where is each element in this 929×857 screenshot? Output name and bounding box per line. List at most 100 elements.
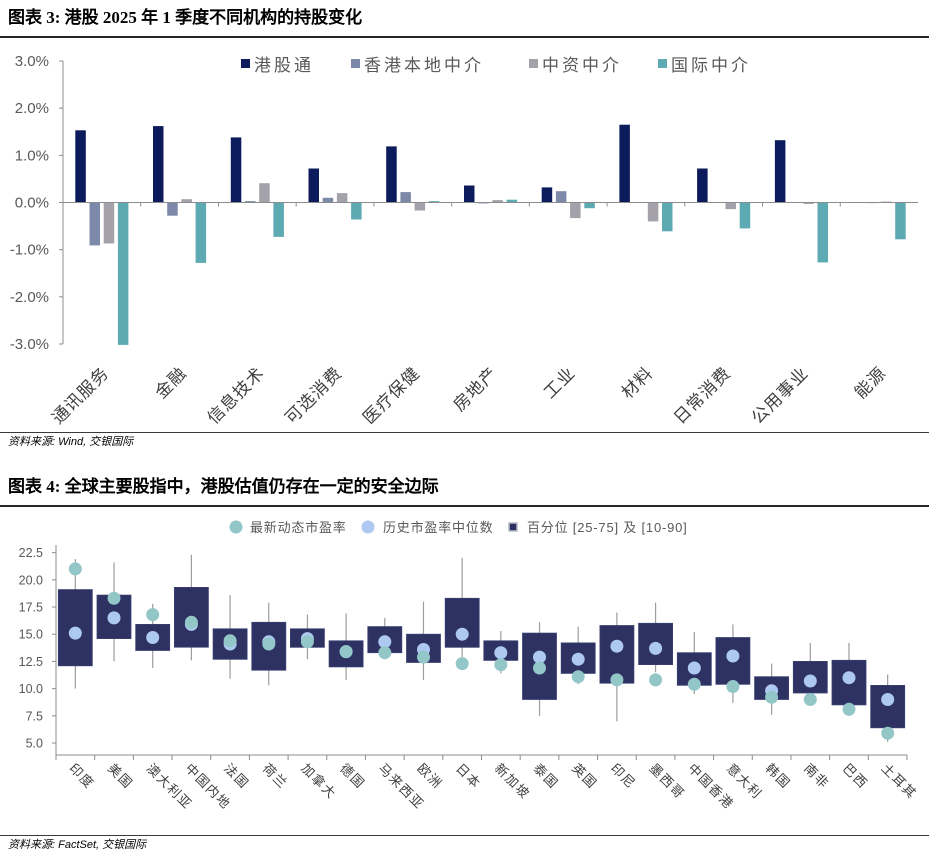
y-tick-label: 0.0% (15, 195, 49, 212)
figure-3-grouped-bar-chart: 港股通 香港本地中介 中资中介 国际中介 3.0% 2.0% 1.0% 0.0% -1.0% -2… (10, 53, 918, 428)
category-label: 可选消费 (282, 363, 346, 427)
bar (464, 185, 475, 203)
median-marker (494, 646, 508, 660)
median-marker (378, 635, 392, 649)
legend-swatch (529, 59, 538, 68)
y-tick-label: 12.5 (19, 655, 43, 669)
bar (117, 202, 129, 345)
figure-4-title-rule (0, 505, 929, 507)
legend-swatch (241, 59, 250, 68)
legend-label: 最新动态市盈率 (250, 520, 347, 535)
bar (351, 202, 362, 220)
y-tick-label: 20.0 (19, 573, 43, 587)
category-label: 能源 (851, 363, 890, 402)
bar (555, 191, 567, 203)
bar (75, 130, 86, 203)
bar (803, 202, 814, 204)
category-label: 新加坡 (492, 761, 533, 802)
category-label: 英国 (569, 761, 600, 792)
category-label: 房地产 (450, 363, 502, 415)
latest-marker (687, 677, 701, 691)
latest-marker (842, 702, 856, 716)
category-label: 材料 (618, 363, 657, 402)
category-label: 墨西哥 (646, 761, 687, 802)
latest-marker (262, 637, 276, 651)
legend-label: 香港本地中介 (364, 56, 484, 75)
bar (619, 124, 630, 203)
bar (428, 201, 440, 203)
y-tick-label: 7.5 (26, 709, 43, 723)
median-marker (455, 627, 469, 641)
legend-label: 国际中介 (671, 56, 751, 75)
box-25-75 (560, 642, 596, 674)
category-label: 日本 (453, 761, 484, 792)
bar (181, 199, 192, 203)
latest-marker (533, 661, 546, 675)
figure-4-title: 图表 4: 全球主要股指中，港股估值仍存在一定的安全边际 (8, 477, 439, 496)
latest-marker (726, 680, 740, 693)
figure-3-source-rule (0, 432, 929, 433)
category-label: 泰国 (530, 761, 561, 792)
bar (386, 146, 397, 203)
category-label: 通讯服务 (48, 363, 112, 427)
legend-median-marker (361, 520, 375, 534)
latest-marker (339, 645, 353, 659)
latest-marker (649, 673, 663, 687)
y-tick-label: 15.0 (19, 628, 43, 642)
y-tick-label: 3.0% (15, 53, 49, 70)
bar (336, 193, 348, 203)
median-marker (533, 650, 546, 664)
bar (308, 168, 319, 203)
category-label: 加拿大 (298, 761, 339, 802)
bar (506, 199, 518, 203)
y-tick-label: 17.5 (19, 601, 43, 615)
median-marker (881, 693, 895, 706)
bar (103, 202, 115, 244)
bar (895, 202, 906, 240)
bar (697, 168, 708, 203)
y-tick-label: -1.0% (10, 242, 49, 259)
legend-label: 中资中介 (542, 56, 622, 75)
legend-swatch (658, 59, 667, 68)
figure-4-source: 资料来源: FactSet, 交银国际 (8, 839, 147, 851)
latest-marker (610, 673, 624, 687)
bar (322, 197, 334, 203)
y-tick-label: -3.0% (10, 336, 49, 353)
category-label: 韩国 (762, 761, 793, 792)
bar (647, 202, 659, 222)
box-25-75 (870, 684, 906, 729)
median-marker (842, 671, 856, 685)
category-label: 医疗保健 (359, 363, 423, 427)
bar (400, 192, 411, 203)
bar (153, 126, 164, 203)
latest-marker (184, 615, 198, 629)
bar (541, 187, 553, 203)
category-label: 信息技术 (204, 363, 268, 427)
category-label: 荷兰 (260, 761, 291, 792)
median-marker (610, 639, 624, 653)
median-marker (803, 674, 817, 688)
latest-marker (571, 670, 585, 684)
bar (245, 201, 256, 203)
median-marker (571, 652, 585, 666)
latest-marker (765, 690, 779, 704)
figure-3-title-rule (0, 36, 929, 38)
bar (739, 202, 751, 229)
bar (570, 202, 581, 219)
bar (774, 140, 786, 203)
median-marker (687, 661, 701, 675)
bar (414, 202, 426, 211)
median-marker (726, 649, 740, 663)
category-label: 巴西 (840, 761, 871, 792)
latest-marker (146, 608, 160, 622)
bar (259, 183, 270, 203)
figure-3-title: 图表 3: 港股 2025 年 1 季度不同机构的持股变化 (8, 8, 363, 27)
category-label: 工业 (540, 363, 579, 402)
bar (167, 202, 178, 216)
legend-swatch (351, 59, 360, 68)
category-label: 日常消费 (670, 363, 734, 427)
y-tick-label: 22.5 (19, 546, 43, 560)
y-tick-label: 1.0% (15, 147, 49, 164)
category-label: 土耳其 (879, 761, 920, 802)
